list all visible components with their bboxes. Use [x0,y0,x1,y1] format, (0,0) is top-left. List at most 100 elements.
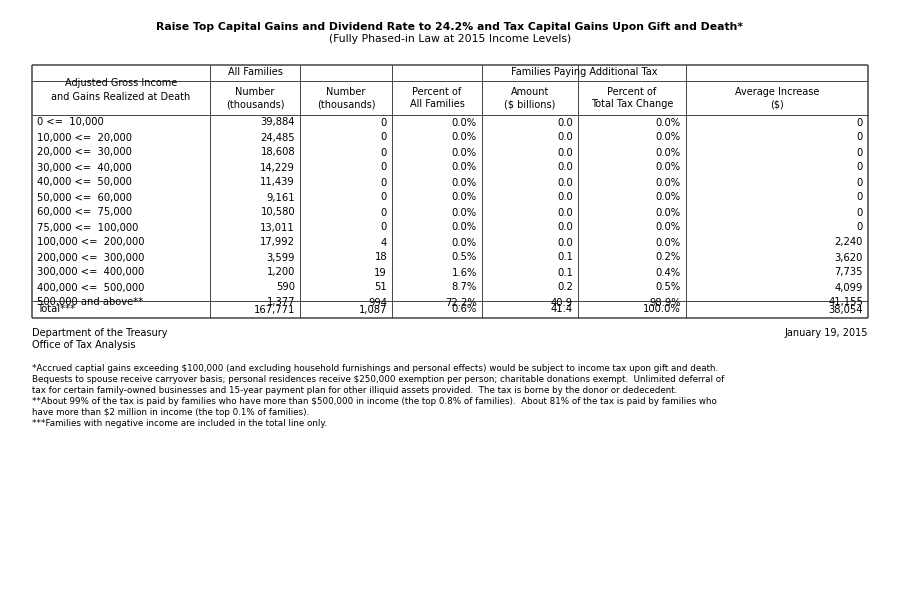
Text: 2,240: 2,240 [834,238,863,247]
Text: 0.2%: 0.2% [656,253,681,263]
Text: 400,000 <=  500,000: 400,000 <= 500,000 [37,283,144,292]
Text: 0.0%: 0.0% [452,238,477,247]
Text: 0.0: 0.0 [557,178,573,187]
Text: 0.0: 0.0 [557,208,573,217]
Text: 0.0: 0.0 [557,133,573,142]
Text: 41.4: 41.4 [551,304,573,314]
Text: January 19, 2015: January 19, 2015 [785,328,868,338]
Text: 0: 0 [381,178,387,187]
Text: 0.0%: 0.0% [452,193,477,202]
Text: 0: 0 [857,178,863,187]
Text: 0.0%: 0.0% [656,148,681,157]
Text: 0: 0 [381,223,387,232]
Text: 0.0%: 0.0% [452,148,477,157]
Text: 0.0%: 0.0% [656,178,681,187]
Text: 200,000 <=  300,000: 200,000 <= 300,000 [37,253,144,263]
Text: 0.0%: 0.0% [452,133,477,142]
Text: 1.6%: 1.6% [452,268,477,277]
Text: 0: 0 [381,163,387,173]
Text: 13,011: 13,011 [260,223,295,232]
Text: Raise Top Capital Gains and Dividend Rate to 24.2% and Tax Capital Gains Upon Gi: Raise Top Capital Gains and Dividend Rat… [157,22,743,32]
Text: 0: 0 [381,148,387,157]
Text: Percent of
All Families: Percent of All Families [410,87,464,109]
Text: Families Paying Additional Tax: Families Paying Additional Tax [511,67,657,77]
Text: have more than $2 million in income (the top 0.1% of families).: have more than $2 million in income (the… [32,408,310,417]
Text: **About 99% of the tax is paid by families who have more than $500,000 in income: **About 99% of the tax is paid by famili… [32,397,717,406]
Text: 50,000 <=  60,000: 50,000 <= 60,000 [37,193,132,202]
Text: Amount
($ billions): Amount ($ billions) [504,87,555,109]
Text: Average Increase
($): Average Increase ($) [734,87,819,109]
Text: Bequests to spouse receive carryover basis; personal residences receive $250,000: Bequests to spouse receive carryover bas… [32,375,724,384]
Text: 72.2%: 72.2% [446,298,477,307]
Text: 24,485: 24,485 [260,133,295,142]
Text: 0.0%: 0.0% [452,118,477,127]
Text: 0.5%: 0.5% [452,253,477,263]
Text: 0.4%: 0.4% [656,268,681,277]
Text: 51: 51 [374,283,387,292]
Text: 60,000 <=  75,000: 60,000 <= 75,000 [37,208,132,217]
Text: 167,771: 167,771 [254,304,295,314]
Text: Department of the Treasury: Department of the Treasury [32,328,167,338]
Text: 8.7%: 8.7% [452,283,477,292]
Text: 75,000 <=  100,000: 75,000 <= 100,000 [37,223,139,232]
Text: *Accrued captial gains exceeding $100,000 (and excluding household furnishings a: *Accrued captial gains exceeding $100,00… [32,364,718,373]
Text: 0 <=  10,000: 0 <= 10,000 [37,118,104,127]
Text: 500,000 and above**: 500,000 and above** [37,298,143,307]
Text: Adjusted Gross Income
and Gains Realized at Death: Adjusted Gross Income and Gains Realized… [51,79,191,101]
Text: 3,620: 3,620 [834,253,863,263]
Text: 0.0%: 0.0% [452,223,477,232]
Text: 0.6%: 0.6% [452,304,477,314]
Text: 38,054: 38,054 [829,304,863,314]
Text: 3,599: 3,599 [266,253,295,263]
Text: 11,439: 11,439 [260,178,295,187]
Text: 0: 0 [381,208,387,217]
Text: 0: 0 [857,223,863,232]
Text: 4,099: 4,099 [834,283,863,292]
Text: 0.0: 0.0 [557,223,573,232]
Text: 0.0: 0.0 [557,193,573,202]
Text: 1,377: 1,377 [266,298,295,307]
Text: Office of Tax Analysis: Office of Tax Analysis [32,340,136,350]
Text: 0.0%: 0.0% [656,118,681,127]
Text: 0.0%: 0.0% [656,238,681,247]
Text: All Families: All Families [228,67,283,77]
Text: ***Families with negative income are included in the total line only.: ***Families with negative income are inc… [32,419,327,428]
Text: 0.0%: 0.0% [452,163,477,173]
Text: 20,000 <=  30,000: 20,000 <= 30,000 [37,148,132,157]
Text: 0.0%: 0.0% [452,208,477,217]
Text: 0: 0 [857,163,863,173]
Text: 0.0: 0.0 [557,238,573,247]
Text: 0.0%: 0.0% [656,133,681,142]
Text: 0.5%: 0.5% [656,283,681,292]
Text: 40,000 <=  50,000: 40,000 <= 50,000 [37,178,132,187]
Text: 17,992: 17,992 [260,238,295,247]
Text: 10,580: 10,580 [260,208,295,217]
Text: 4: 4 [381,238,387,247]
Text: 100.0%: 100.0% [644,304,681,314]
Text: 0.0: 0.0 [557,118,573,127]
Text: 9,161: 9,161 [266,193,295,202]
Text: 0.0%: 0.0% [452,178,477,187]
Text: 0.2: 0.2 [557,283,573,292]
Text: 590: 590 [276,283,295,292]
Text: 0: 0 [857,133,863,142]
Text: 0.0%: 0.0% [656,208,681,217]
Text: 0: 0 [857,118,863,127]
Text: 0: 0 [857,208,863,217]
Text: 19: 19 [374,268,387,277]
Text: 30,000 <=  40,000: 30,000 <= 40,000 [37,163,131,173]
Text: 100,000 <=  200,000: 100,000 <= 200,000 [37,238,145,247]
Text: Number
(thousands): Number (thousands) [226,87,284,109]
Text: 300,000 <=  400,000: 300,000 <= 400,000 [37,268,144,277]
Text: 7,735: 7,735 [834,268,863,277]
Text: 0: 0 [857,148,863,157]
Text: 1,200: 1,200 [266,268,295,277]
Text: Number
(thousands): Number (thousands) [317,87,375,109]
Text: 18,608: 18,608 [260,148,295,157]
Text: 0.1: 0.1 [557,253,573,263]
Text: 0: 0 [381,118,387,127]
Text: 98.9%: 98.9% [650,298,681,307]
Text: 0.0: 0.0 [557,148,573,157]
Text: 0.0%: 0.0% [656,163,681,173]
Text: 41,155: 41,155 [828,298,863,307]
